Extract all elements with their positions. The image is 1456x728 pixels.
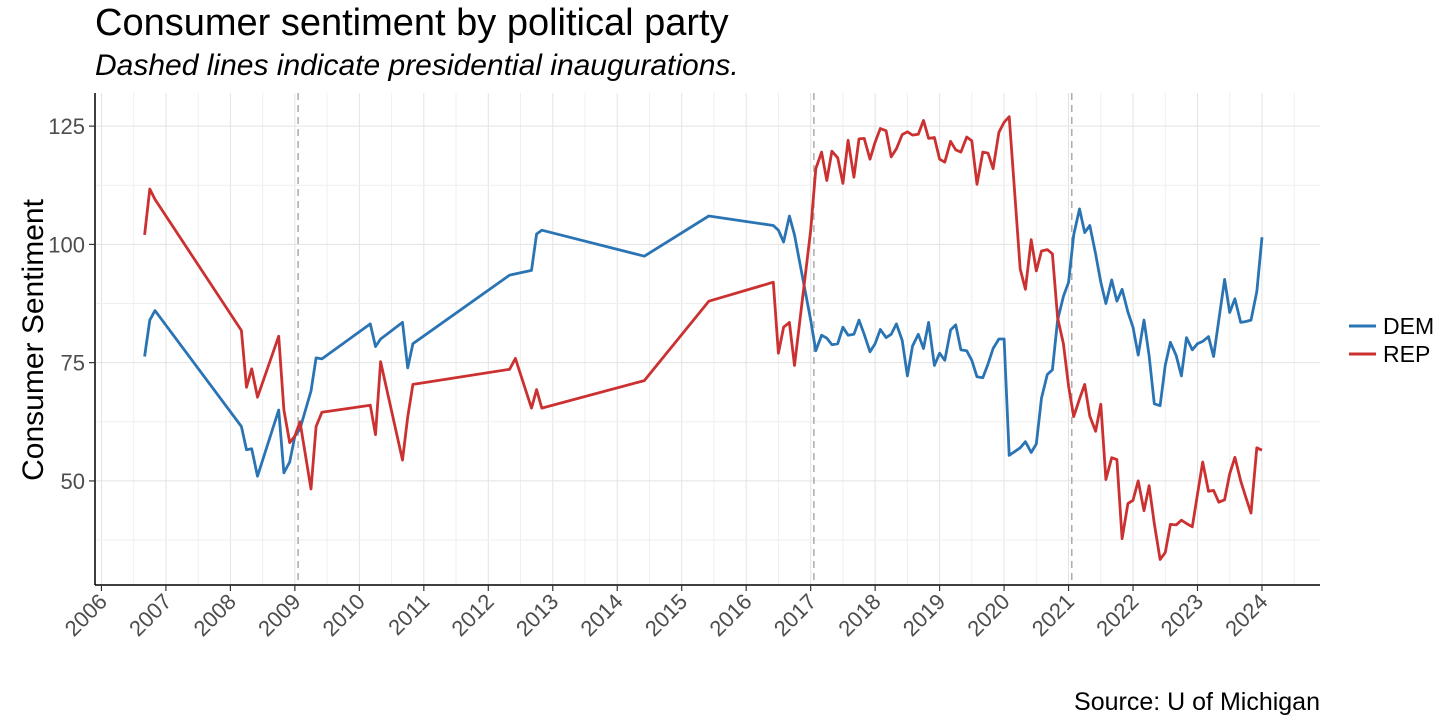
source-note: Source: U of Michigan [1074, 688, 1320, 716]
x-tick-label: 2015 [640, 589, 692, 641]
x-tick-label: 2010 [318, 589, 370, 641]
legend-label-rep: REP [1383, 341, 1430, 367]
x-tick-label: 2012 [447, 589, 499, 641]
x-tick-label: 2024 [1220, 589, 1272, 641]
legend-label-dem: DEM [1383, 313, 1434, 339]
x-tick-label: 2011 [383, 589, 434, 640]
inauguration-lines [297, 93, 1073, 585]
x-tick-label: 2013 [511, 589, 563, 641]
x-tick-label: 2022 [1091, 589, 1143, 641]
x-tick-label: 2019 [898, 589, 950, 641]
x-tick-label: 2008 [189, 589, 241, 641]
x-tick-label: 2023 [1156, 589, 1208, 641]
y-axis-ticks: 50 75 100 125 [48, 114, 95, 494]
x-tick-label: 2014 [575, 589, 627, 641]
x-tick-label: 2016 [704, 589, 756, 641]
axes [94, 93, 1320, 586]
series-lines [143, 115, 1264, 561]
chart-title: Consumer sentiment by political party [95, 2, 729, 44]
x-tick-label: 2018 [833, 589, 885, 641]
x-axis-ticks: 2006 2007 2008 2009 2010 2011 2012 2013 2014 2015… [60, 585, 1273, 641]
x-tick-label: 2017 [769, 589, 821, 641]
series-line-rep [143, 115, 1263, 561]
y-tick-label: 125 [48, 114, 85, 139]
x-tick-label: 2006 [60, 589, 112, 641]
chart-subtitle: Dashed lines indicate presidential inaug… [95, 49, 739, 82]
y-tick-label: 75 [61, 351, 85, 376]
y-tick-label: 100 [48, 232, 85, 257]
y-axis-label: Consumer Sentiment [17, 198, 50, 480]
x-tick-label: 2007 [124, 589, 176, 641]
x-tick-label: 2021 [1027, 589, 1079, 641]
y-tick-label: 50 [61, 469, 85, 494]
x-tick-label: 2009 [253, 589, 305, 641]
x-tick-label: 2020 [962, 589, 1014, 641]
series-line-dem [143, 207, 1264, 478]
